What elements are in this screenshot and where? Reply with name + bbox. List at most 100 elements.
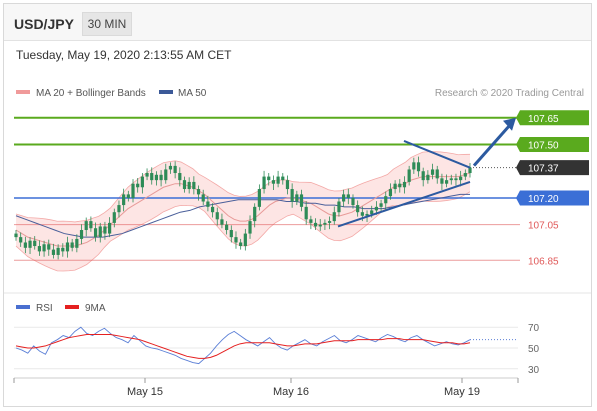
candle-body [430,169,435,175]
candle-body [220,219,224,225]
forecast-arrow-shaft [472,123,512,167]
candle-body [192,181,196,190]
rsi-line [15,326,471,365]
x-tick-label: May 15 [127,386,163,398]
level-badge-107.50 [516,137,589,153]
candle-body [164,169,168,181]
candle-body [173,165,177,174]
legend-ma50-swatch [159,90,173,94]
candle-body [84,221,88,231]
candle-body [449,178,453,181]
candle-body [327,221,332,223]
candle-body [332,212,336,222]
candle-body [351,197,355,206]
triangle-upper-line [403,140,471,169]
candle-body [313,222,318,227]
triangle-lower-line [337,180,471,228]
candle-body [304,206,308,220]
candle-body [276,176,280,184]
candle-body [145,173,149,177]
x-axis: May 15 May 16 May 19 [13,378,519,398]
credit-text: Research © 2020 Trading Central [435,88,584,99]
candle-body [136,183,140,188]
candle-body [108,222,112,234]
legend-9ma-label: 9MA [85,303,106,314]
rsi-tick-70: 70 [528,323,540,334]
chart-frame [3,3,592,407]
level-label-107.50: 107.50 [528,141,559,152]
candle-body [374,206,378,211]
candle-body [416,162,421,172]
candle-body [323,222,327,225]
candle-body [412,162,416,170]
candle-body [407,169,411,182]
candle-body [201,194,205,202]
candle-body [253,206,257,222]
candle-body [117,205,121,213]
candle-body [103,226,107,234]
candle-body [47,244,51,250]
candle-body [239,242,243,247]
candle-body [299,194,304,207]
candle-body [182,180,187,190]
candle-body [33,240,37,247]
rsi-ma-line [15,333,471,359]
rsi-plot: 70 50 30 [14,323,540,376]
candle-body [79,230,84,239]
bollinger-band-area [16,151,470,271]
candle-body [225,224,229,231]
timeframe-button[interactable]: 30 MIN [82,12,132,36]
candle-body [150,173,154,181]
candle-body [75,238,79,248]
candle-body [210,206,215,213]
candle-body [393,183,397,190]
candle-body [196,189,201,195]
price-plot: 107.65 107.50 107.37 107.20 107.05 106.85 [14,110,589,272]
candle-body [206,201,210,207]
candle-body [468,167,472,174]
candle-body [384,196,388,204]
candle-body [346,194,350,198]
candle-body [243,233,247,247]
candle-body [444,180,449,184]
level-label-107.20: 107.20 [528,194,559,205]
level-label-107.05: 107.05 [528,221,559,232]
candle-body [342,194,346,202]
candle-body [70,242,74,248]
candle-body [28,240,32,248]
candle-body [19,237,23,243]
candle-body [365,213,369,216]
level-label-106.85: 106.85 [528,256,559,267]
candle-body [454,178,458,181]
level-label-107.65: 107.65 [528,114,559,125]
candle-body [14,233,18,238]
candle-body [398,183,402,188]
candle-body [318,224,322,227]
candle-body [65,242,70,252]
candle-body [257,189,261,207]
candle-body [98,226,102,238]
level-badge-107.37 [516,160,589,176]
candle-body [262,176,266,190]
candle-body [93,228,98,238]
candle-body [187,181,191,190]
candle-body [435,169,439,179]
candle-body [281,176,285,181]
level-badge-107.65 [516,110,589,126]
candle-body [440,178,444,184]
candle-body [178,173,182,181]
x-tick-label: May 16 [273,386,309,398]
legend-rsi-swatch [16,305,30,309]
bollinger-upper-line [15,151,471,223]
candle-body [122,194,126,206]
candle-body [234,237,238,243]
symbol-label: USD/JPY [14,16,74,32]
candle-body [267,176,271,181]
legend-ma20-swatch [16,90,30,94]
candle-body [159,174,163,181]
candle-body [229,230,233,238]
rsi-tick-30: 30 [528,365,540,376]
candle-body [309,219,313,223]
candle-body [56,247,60,255]
